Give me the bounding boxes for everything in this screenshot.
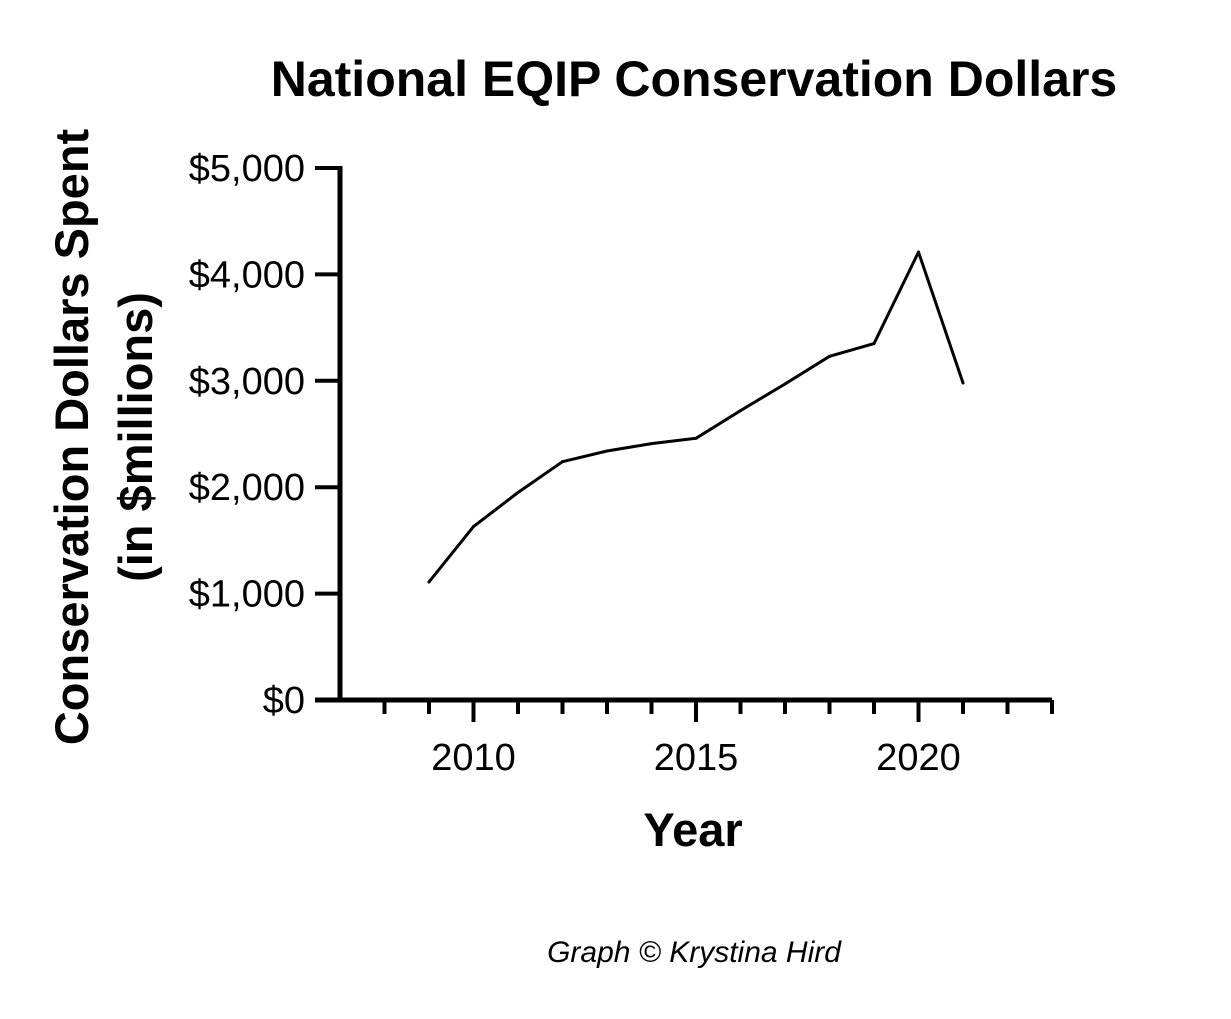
data-point bbox=[917, 250, 920, 254]
data-point bbox=[650, 442, 653, 446]
series-layer bbox=[427, 250, 965, 584]
y-tick-label: $1,000 bbox=[189, 574, 305, 616]
x-tick-label: 2015 bbox=[654, 737, 739, 779]
y-tick-label: $0 bbox=[263, 680, 305, 722]
x-axis-ticks: 2010 2015 2020 bbox=[382, 700, 1054, 779]
data-point bbox=[472, 525, 475, 529]
chart-title: National EQIP Conservation Dollars bbox=[271, 51, 1118, 107]
data-point bbox=[872, 342, 876, 346]
data-point bbox=[516, 491, 520, 495]
data-point bbox=[739, 409, 742, 413]
data-point bbox=[605, 449, 609, 453]
data-point bbox=[961, 381, 965, 385]
y-tick-label: $4,000 bbox=[189, 254, 305, 296]
axes bbox=[315, 166, 1052, 703]
y-tick-label: $2,000 bbox=[189, 467, 305, 509]
series-line bbox=[427, 250, 965, 584]
y-tick-label: $3,000 bbox=[189, 361, 305, 403]
data-point bbox=[828, 354, 831, 358]
graph-credit: Graph © Krystina Hird bbox=[547, 936, 842, 969]
x-tick-label: 2010 bbox=[431, 737, 516, 779]
y-axis-label-units: (in $millions) bbox=[109, 292, 162, 582]
y-tick-label: $5,000 bbox=[189, 148, 305, 190]
y-axis-ticks: $0 $1,000 $2,000 $3,000 $4,000 $5,000 bbox=[189, 148, 340, 722]
data-point bbox=[427, 580, 431, 584]
x-tick-label: 2020 bbox=[876, 737, 961, 779]
data-point bbox=[694, 436, 698, 440]
data-point bbox=[561, 460, 564, 464]
y-axis-label-group: Conservation Dollars Spent (in $millions… bbox=[45, 128, 162, 745]
x-axis-label: Year bbox=[643, 803, 742, 856]
y-axis-label: Conservation Dollars Spent bbox=[45, 128, 98, 745]
data-point bbox=[783, 382, 787, 386]
